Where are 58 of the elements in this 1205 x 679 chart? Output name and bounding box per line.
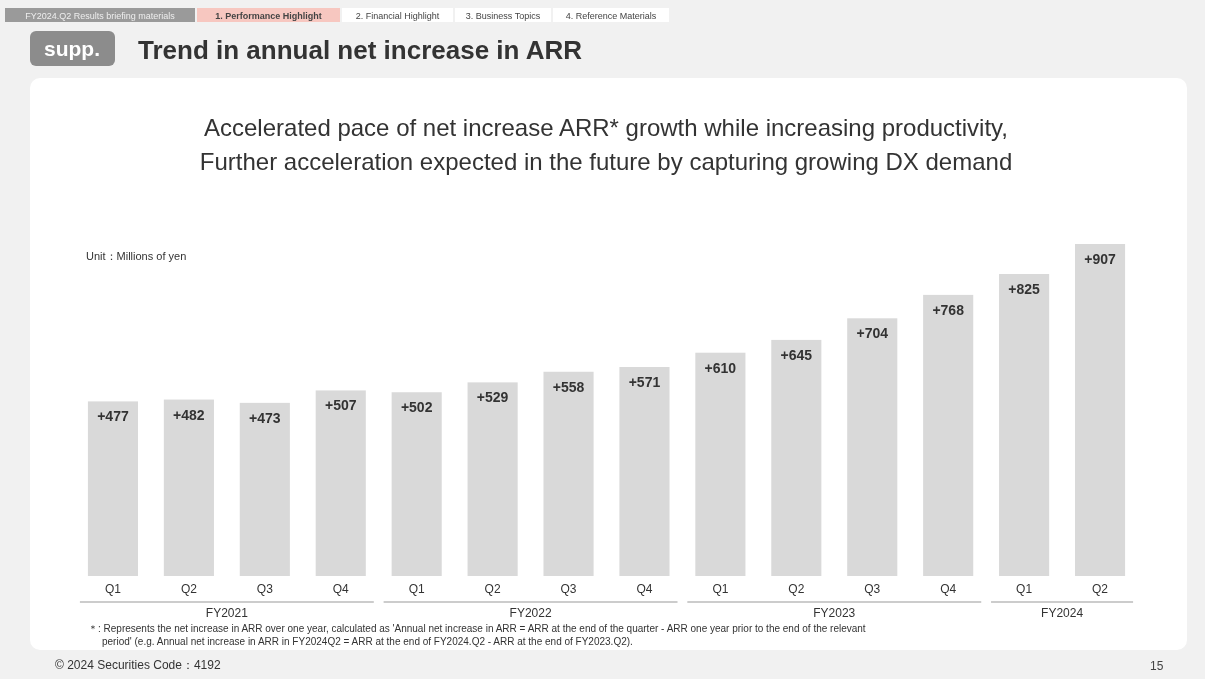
data-label: +825	[1008, 281, 1041, 298]
annotation: Unit：Millions of yen	[86, 250, 187, 262]
data-label: +704	[856, 325, 889, 342]
data-label: +482	[173, 406, 205, 423]
bar	[999, 274, 1050, 576]
data-label: +473	[249, 409, 281, 426]
bar	[695, 352, 746, 576]
x-tick-label: Q2	[788, 582, 805, 596]
data-label: +907	[1084, 251, 1117, 267]
x-tick-label: Q2	[180, 582, 198, 596]
text: FY2022	[509, 606, 552, 620]
bar	[771, 339, 822, 576]
bar	[163, 399, 214, 576]
data-label: +502	[400, 399, 433, 416]
x-tick-label: Q3	[864, 582, 881, 596]
chart-subtitle: Accelerated pace of net increase ARR* growth while increasing productivity, Further acceleration expected in the future by capturing growing DX demand	[199, 114, 1013, 175]
x-tick-label: Q2	[1092, 582, 1109, 596]
text: FY2021	[205, 606, 249, 620]
text: ＊: Represents the net increase in ARR over one year, calculated as 'Annual net increase in ARR = ARR at the end of the quarter - ARR one year prior to the end of the relevant period' (e.g. Annual net increase in ARR in FY2024Q2 = ARR at the end of FY2024.Q2 - ARR at the end of FY2023.Q2).	[88, 623, 866, 647]
x-tick-label: Q2	[484, 582, 501, 596]
data-label: +571	[628, 373, 661, 390]
text: FY2023	[813, 606, 856, 620]
x-tick-label: Q4	[636, 582, 653, 596]
text: 15	[1150, 659, 1164, 673]
x-tick-label: Q1	[1016, 582, 1033, 596]
bar	[847, 318, 898, 576]
bar	[315, 390, 366, 576]
bar	[87, 401, 139, 576]
bar	[619, 366, 670, 576]
x-tick-label: Q1	[104, 582, 122, 596]
text: 3. Business Topics	[465, 11, 541, 21]
x-tick-label: Q1	[408, 582, 425, 596]
bar	[1074, 244, 1126, 576]
data-label: +645	[780, 346, 813, 363]
bar	[543, 371, 594, 576]
x-tick-label: Q4	[332, 582, 350, 596]
data-label: +768	[932, 301, 965, 318]
text: FY2024	[1041, 606, 1084, 620]
data-label: +507	[324, 397, 357, 414]
x-tick-label: Q1	[712, 582, 729, 596]
text: supp.	[44, 37, 100, 60]
text: 2. Financial Highlight	[355, 11, 440, 21]
text: © 2024 Securities Code：4192	[55, 658, 221, 672]
data-label: +558	[552, 378, 585, 395]
bar	[923, 294, 974, 576]
text: 4. Reference Materials	[565, 11, 657, 21]
text: FY2024.Q2 Results briefing materials	[25, 11, 176, 21]
text: 1. Performance Highlight	[215, 11, 322, 21]
bar	[239, 402, 290, 576]
data-label: +529	[476, 389, 509, 406]
bar	[391, 392, 442, 576]
x-tick-label: Q3	[560, 582, 577, 596]
data-label: +610	[704, 359, 737, 376]
data-label: +477	[97, 408, 129, 425]
chart-title: Trend in annual net increase in ARR	[138, 35, 583, 65]
x-tick-label: Q3	[256, 582, 274, 596]
x-tick-label: Q4	[940, 582, 957, 596]
bar	[467, 382, 518, 576]
